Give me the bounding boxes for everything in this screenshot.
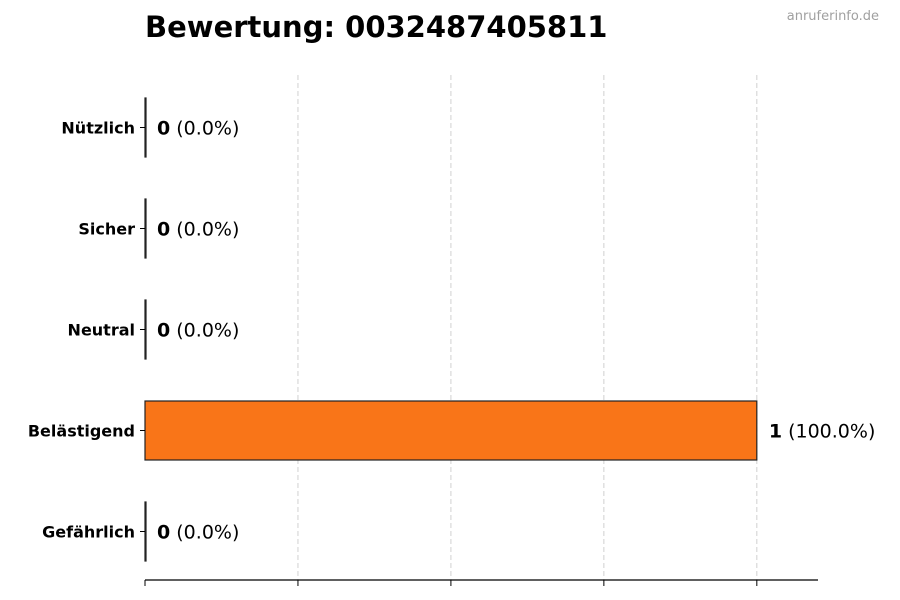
value-label: 0 (0.0%) bbox=[157, 219, 239, 241]
percent-label: (0.0%) bbox=[170, 118, 239, 140]
value-label: 0 (0.0%) bbox=[157, 320, 239, 342]
bar bbox=[144, 97, 147, 158]
bar bbox=[144, 501, 147, 562]
value-label: 0 (0.0%) bbox=[157, 522, 239, 544]
count-label: 0 bbox=[157, 118, 170, 140]
value-label: 1 (100.0%) bbox=[769, 421, 876, 443]
bar bbox=[144, 198, 147, 259]
category-label: Belästigend bbox=[28, 422, 135, 441]
bar bbox=[144, 299, 147, 360]
category-label: Nützlich bbox=[61, 119, 135, 138]
chart-title: Bewertung: 0032487405811 bbox=[145, 10, 608, 44]
bar bbox=[144, 400, 758, 461]
count-label: 1 bbox=[769, 421, 782, 443]
count-label: 0 bbox=[157, 320, 170, 342]
value-label: 0 (0.0%) bbox=[157, 118, 239, 140]
count-label: 0 bbox=[157, 522, 170, 544]
percent-label: (0.0%) bbox=[170, 522, 239, 544]
percent-label: (0.0%) bbox=[170, 219, 239, 241]
percent-label: (100.0%) bbox=[782, 421, 875, 443]
category-label: Gefährlich bbox=[42, 523, 135, 542]
watermark: anruferinfo.de bbox=[786, 9, 879, 24]
percent-label: (0.0%) bbox=[170, 320, 239, 342]
count-label: 0 bbox=[157, 219, 170, 241]
category-label: Neutral bbox=[68, 321, 135, 340]
category-label: Sicher bbox=[78, 220, 135, 239]
